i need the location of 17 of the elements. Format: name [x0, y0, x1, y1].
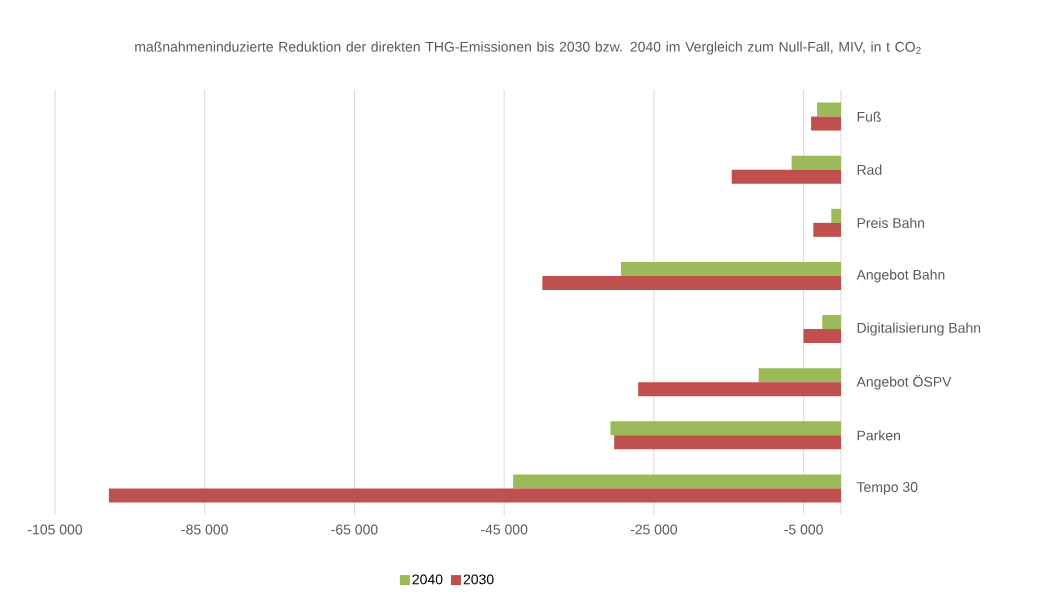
- y-tick-label: Fuß: [857, 111, 881, 122]
- y-tick-label: Preis Bahn: [857, 217, 925, 228]
- legend-label: 2040: [412, 574, 443, 585]
- x-tick-label: -65 000: [331, 524, 378, 535]
- y-tick-label: Rad: [857, 164, 882, 175]
- x-tick-label: -105 000: [27, 524, 83, 535]
- y-tick-label: Digitalisierung Bahn: [857, 322, 981, 336]
- y-tick-label: Angebot Bahn: [856, 269, 945, 283]
- chart-title: maßnahmeninduzierte Reduktion der direkten THG-Emissionen bis 2030 bzw. 2040 im Vergleich zum Null-Fall, MIV, in t CO$_{2}$: [135, 41, 921, 55]
- y-tick-label: Angebot ÖSPV: [856, 374, 952, 390]
- y-tick-label: Tempo 30: [856, 482, 918, 495]
- x-tick-label: -5 000: [784, 524, 823, 535]
- x-tick-label: -25 000: [630, 524, 678, 535]
- legend-label: 2030: [463, 574, 494, 585]
- y-tick-label: Parken: [857, 430, 900, 441]
- x-tick-label: -85 000: [181, 524, 228, 535]
- x-tick-label: -45 000: [481, 524, 528, 535]
